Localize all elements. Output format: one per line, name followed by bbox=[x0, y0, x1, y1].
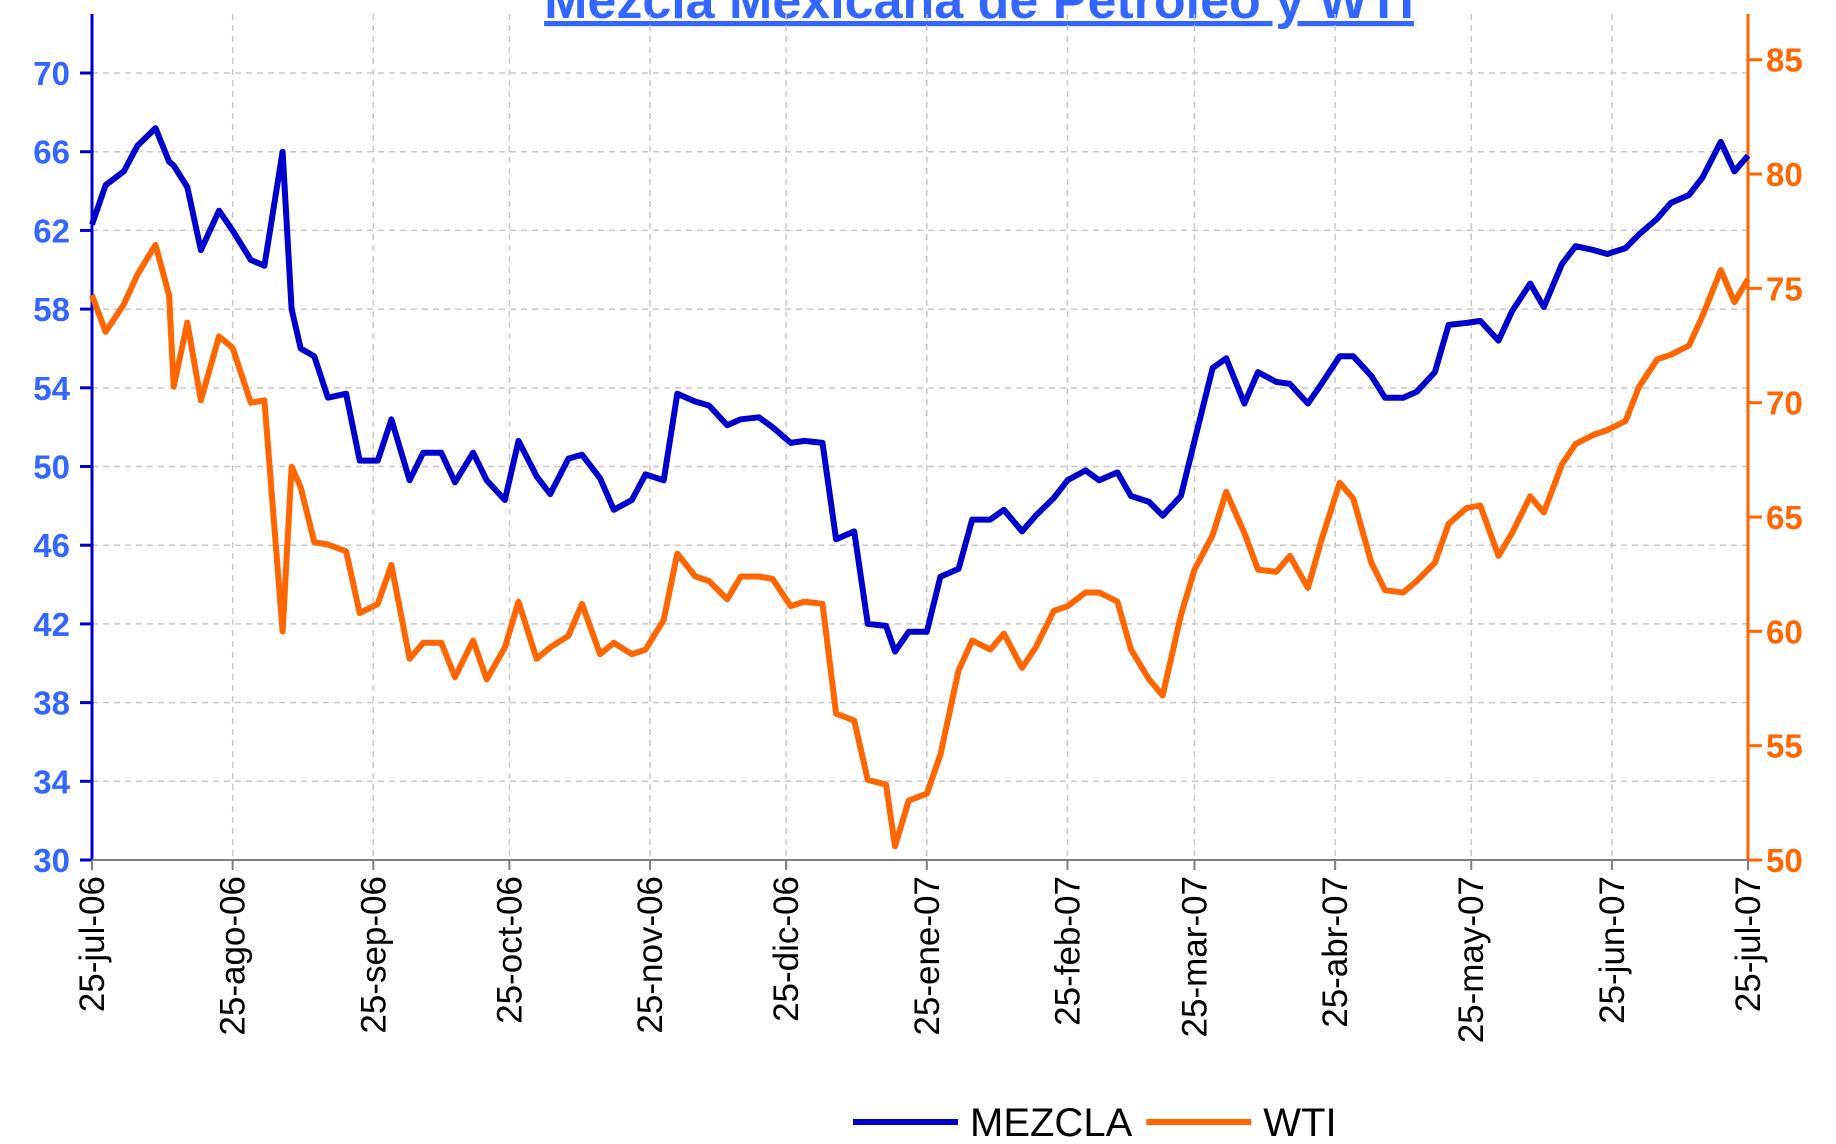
x-tick-label: 25-feb-07 bbox=[1048, 876, 1087, 1026]
chart-title: Mezcla Mexicana de Petróleo y WTI bbox=[544, 0, 1414, 30]
x-tick-label: 25-jun-07 bbox=[1593, 876, 1632, 1024]
x-tick-label: 25-sep-06 bbox=[354, 876, 393, 1034]
y-tick-label: 42 bbox=[33, 606, 70, 643]
y2-tick-label: 80 bbox=[1766, 156, 1803, 193]
y-tick-label: 38 bbox=[33, 685, 70, 722]
y-tick-label: 66 bbox=[33, 134, 70, 171]
series-line bbox=[89, 125, 1751, 655]
x-tick-label: 25-jul-06 bbox=[73, 876, 112, 1012]
y-tick-label: 62 bbox=[33, 212, 70, 249]
x-tick-label: 25-may-07 bbox=[1452, 876, 1491, 1043]
y2-tick-label: 65 bbox=[1766, 499, 1803, 536]
x-tick-label: 25-ago-06 bbox=[214, 876, 253, 1036]
legend-label: MEZCLA bbox=[970, 1101, 1133, 1144]
y-tick-label: 34 bbox=[33, 763, 70, 800]
x-tick-label: 25-abr-07 bbox=[1316, 876, 1355, 1028]
x-tick-label: 25-oct-06 bbox=[490, 876, 529, 1024]
x-tick-label: 25-jul-07 bbox=[1729, 876, 1768, 1012]
y-tick-label: 54 bbox=[33, 370, 70, 407]
y2-tick-label: 60 bbox=[1766, 613, 1803, 650]
y2-tick-label: 85 bbox=[1766, 42, 1803, 79]
y2-tick-label: 75 bbox=[1766, 270, 1803, 307]
x-tick-label: 25-dic-06 bbox=[767, 876, 806, 1022]
x-tick-label: 25-ene-07 bbox=[908, 876, 947, 1036]
legend-label: WTI bbox=[1263, 1101, 1336, 1144]
y-tick-label: 58 bbox=[33, 291, 70, 328]
y-tick-label: 30 bbox=[33, 842, 70, 879]
x-tick-label: 25-mar-07 bbox=[1175, 876, 1214, 1037]
y2-tick-label: 70 bbox=[1766, 385, 1803, 422]
y2-tick-label: 55 bbox=[1766, 728, 1803, 765]
x-tick-label: 25-nov-06 bbox=[631, 876, 670, 1034]
y2-tick-label: 50 bbox=[1766, 842, 1803, 879]
y-tick-label: 70 bbox=[33, 55, 70, 92]
y-tick-label: 50 bbox=[33, 449, 70, 486]
series-line bbox=[89, 241, 1751, 850]
y-tick-label: 46 bbox=[33, 527, 70, 564]
